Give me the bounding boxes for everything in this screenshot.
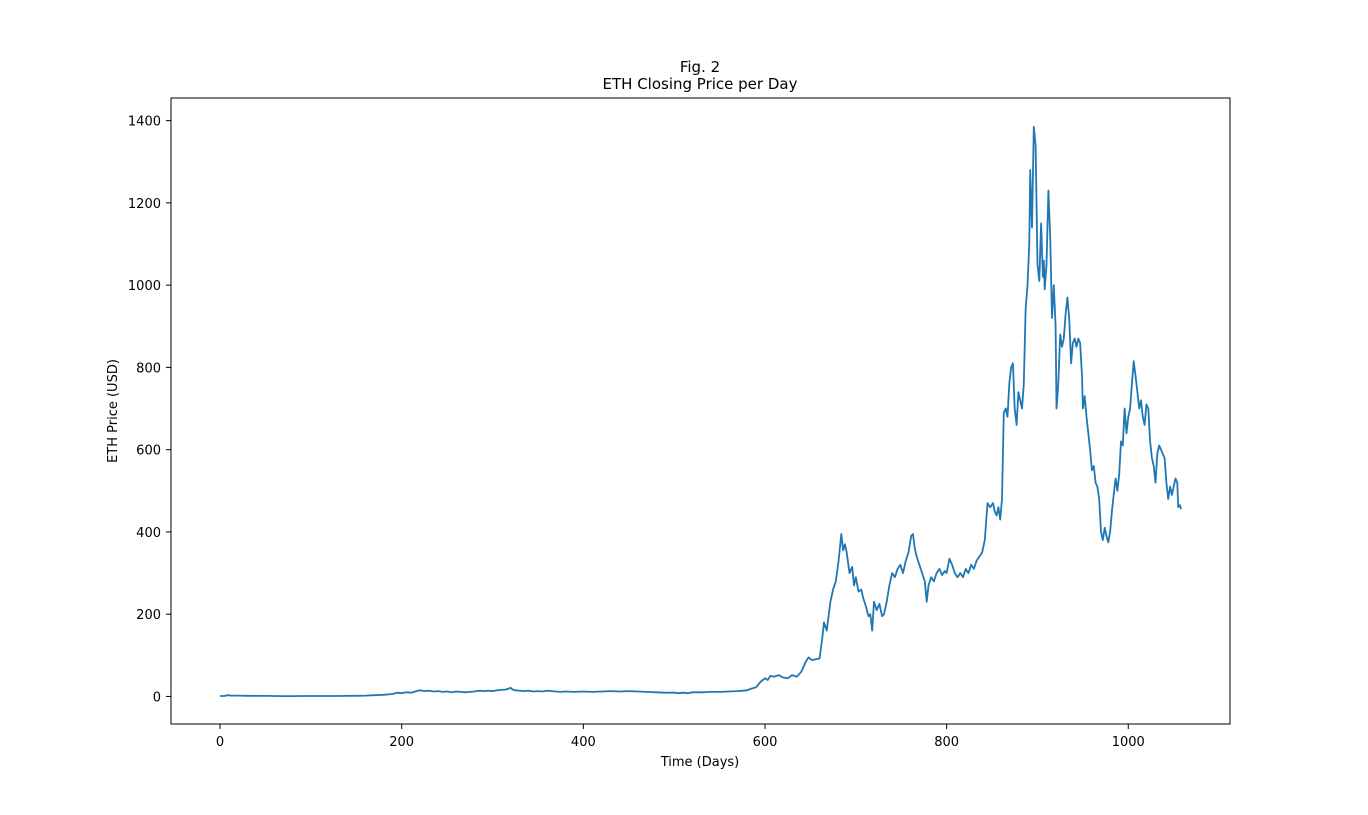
x-tick-label: 200 [389, 735, 414, 750]
chart-subtitle: ETH Closing Price per Day [603, 75, 798, 93]
y-axis: 0 200 400 600 800 1000 1200 1400 [128, 115, 171, 705]
y-tick-label: 800 [136, 361, 161, 376]
y-tick-label: 1000 [128, 279, 161, 294]
x-tick-label: 600 [753, 735, 778, 750]
x-tick-label: 0 [216, 735, 224, 750]
y-tick-label: 1200 [128, 197, 161, 212]
x-axis-label: Time (Days) [660, 755, 740, 770]
y-tick-label: 600 [136, 444, 161, 459]
y-tick-label: 1400 [128, 115, 161, 130]
x-tick-label: 800 [934, 735, 959, 750]
y-axis-label: ETH Price (USD) [106, 359, 121, 463]
x-tick-label: 1000 [1112, 735, 1145, 750]
y-tick-label: 400 [136, 526, 161, 541]
series-line-0 [220, 125, 1182, 697]
y-tick-label: 0 [153, 690, 161, 705]
plot-frame [170, 97, 1231, 725]
plot-area [220, 125, 1182, 697]
chart-title: Fig. 2 [680, 58, 720, 76]
x-axis: 0 200 400 600 800 1000 [216, 724, 1145, 750]
x-tick-label: 400 [571, 735, 596, 750]
y-tick-label: 200 [136, 608, 161, 623]
